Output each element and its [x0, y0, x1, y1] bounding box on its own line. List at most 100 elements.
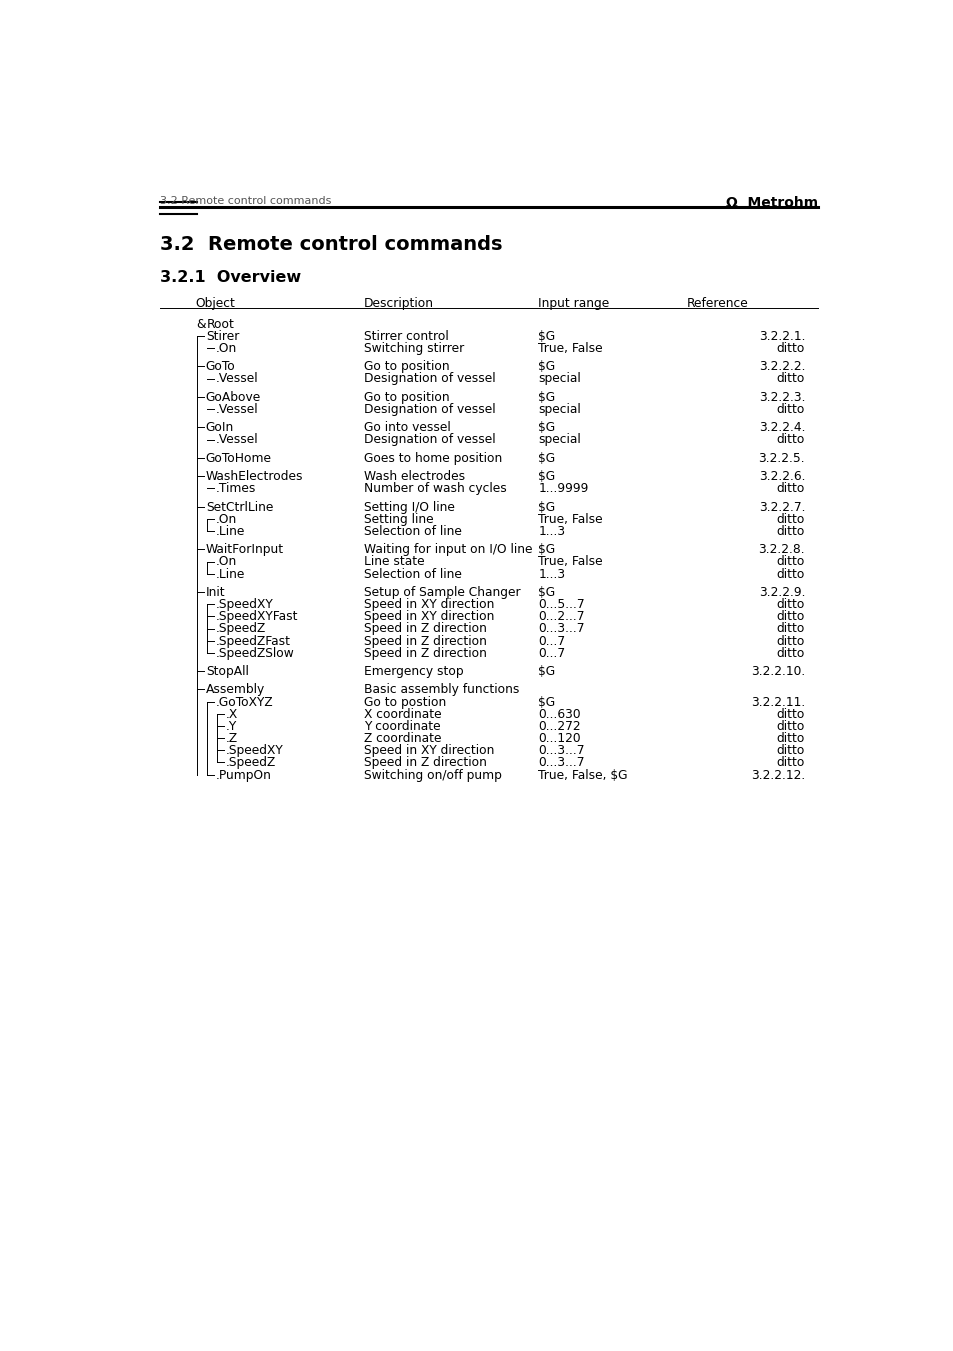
Text: Emergency stop: Emergency stop [363, 665, 463, 678]
Text: ditto: ditto [776, 567, 804, 581]
Text: ditto: ditto [776, 635, 804, 647]
Text: Speed in Z direction: Speed in Z direction [363, 647, 486, 659]
Text: $G: $G [537, 451, 555, 465]
Text: Speed in XY direction: Speed in XY direction [363, 611, 494, 623]
Text: GoAbove: GoAbove [206, 390, 261, 404]
Text: .SpeedZSlow: .SpeedZSlow [215, 647, 294, 659]
Text: Go to position: Go to position [363, 390, 449, 404]
Text: special: special [537, 403, 580, 416]
Text: ditto: ditto [776, 720, 804, 732]
Text: .SpeedXY: .SpeedXY [215, 598, 274, 611]
Text: .Y: .Y [226, 720, 237, 732]
Text: Selection of line: Selection of line [363, 526, 461, 538]
Text: 3.2.2.12.: 3.2.2.12. [750, 769, 804, 782]
Text: $G: $G [537, 470, 555, 484]
Text: Number of wash cycles: Number of wash cycles [363, 482, 506, 496]
Text: Waiting for input on I/O line: Waiting for input on I/O line [363, 543, 532, 557]
Text: Y coordinate: Y coordinate [363, 720, 440, 732]
Text: GoIn: GoIn [206, 422, 233, 434]
Text: True, False, $G: True, False, $G [537, 769, 627, 782]
Text: .SpeedZ: .SpeedZ [215, 623, 266, 635]
Text: 0...630: 0...630 [537, 708, 580, 720]
Text: Basic assembly functions: Basic assembly functions [363, 684, 518, 696]
Text: 0...3...7: 0...3...7 [537, 744, 584, 758]
Text: True, False: True, False [537, 555, 602, 569]
Text: Go to position: Go to position [363, 361, 449, 373]
Text: $G: $G [537, 501, 555, 513]
Text: ditto: ditto [776, 482, 804, 496]
Text: ditto: ditto [776, 732, 804, 744]
Text: .Vessel: .Vessel [215, 403, 258, 416]
Text: 1...9999: 1...9999 [537, 482, 588, 496]
Text: ditto: ditto [776, 611, 804, 623]
Text: Stirrer control: Stirrer control [363, 330, 448, 343]
Text: 0...3...7: 0...3...7 [537, 757, 584, 770]
Text: $G: $G [537, 543, 555, 557]
Text: WashElectrodes: WashElectrodes [206, 470, 303, 484]
Text: ditto: ditto [776, 647, 804, 659]
Text: ditto: ditto [776, 526, 804, 538]
Text: Assembly: Assembly [206, 684, 265, 696]
Text: $G: $G [537, 696, 555, 708]
Text: ditto: ditto [776, 342, 804, 355]
Text: ditto: ditto [776, 744, 804, 758]
Text: Setting I/O line: Setting I/O line [363, 501, 455, 513]
Text: $G: $G [537, 330, 555, 343]
Text: .On: .On [215, 513, 237, 526]
Text: 3.2.2.2.: 3.2.2.2. [758, 361, 804, 373]
Text: Description: Description [363, 297, 434, 309]
Text: ditto: ditto [776, 623, 804, 635]
Text: .SpeedXYFast: .SpeedXYFast [215, 611, 298, 623]
Text: .SpeedZFast: .SpeedZFast [215, 635, 291, 647]
Text: 0...2...7: 0...2...7 [537, 611, 584, 623]
Text: Wash electrodes: Wash electrodes [363, 470, 464, 484]
Text: 3.2.2.6.: 3.2.2.6. [758, 470, 804, 484]
Text: $G: $G [537, 390, 555, 404]
Text: ditto: ditto [776, 598, 804, 611]
Text: special: special [537, 434, 580, 446]
Text: Speed in Z direction: Speed in Z direction [363, 757, 486, 770]
Text: GoTo: GoTo [206, 361, 235, 373]
Text: Root: Root [207, 317, 234, 331]
Text: Goes to home position: Goes to home position [363, 451, 501, 465]
Text: Init: Init [206, 586, 225, 598]
Text: .Vessel: .Vessel [215, 373, 258, 385]
Text: ditto: ditto [776, 373, 804, 385]
Text: Input range: Input range [537, 297, 609, 309]
Text: Designation of vessel: Designation of vessel [363, 434, 495, 446]
Text: Setting line: Setting line [363, 513, 433, 526]
Text: Stirer: Stirer [206, 330, 239, 343]
Text: SetCtrlLine: SetCtrlLine [206, 501, 273, 513]
Text: ditto: ditto [776, 555, 804, 569]
Text: 3.2.1  Overview: 3.2.1 Overview [159, 270, 300, 285]
Text: 3.2.2.8.: 3.2.2.8. [758, 543, 804, 557]
Text: Speed in Z direction: Speed in Z direction [363, 623, 486, 635]
Text: Speed in XY direction: Speed in XY direction [363, 598, 494, 611]
Text: .PumpOn: .PumpOn [215, 769, 272, 782]
Text: 3.2.2.3.: 3.2.2.3. [758, 390, 804, 404]
Text: 0...7: 0...7 [537, 647, 565, 659]
Text: ditto: ditto [776, 403, 804, 416]
Text: ditto: ditto [776, 434, 804, 446]
Text: WaitForInput: WaitForInput [206, 543, 284, 557]
Text: 3.2.2.1.: 3.2.2.1. [758, 330, 804, 343]
Text: 3.2.2.10.: 3.2.2.10. [750, 665, 804, 678]
Text: GoToHome: GoToHome [206, 451, 272, 465]
Text: ditto: ditto [776, 513, 804, 526]
Text: Selection of line: Selection of line [363, 567, 461, 581]
Text: Designation of vessel: Designation of vessel [363, 403, 495, 416]
Text: Speed in Z direction: Speed in Z direction [363, 635, 486, 647]
Text: Speed in XY direction: Speed in XY direction [363, 744, 494, 758]
Text: .SpeedZ: .SpeedZ [226, 757, 276, 770]
Text: 3.2.2.11.: 3.2.2.11. [750, 696, 804, 708]
Text: .On: .On [215, 555, 237, 569]
Text: Switching on/off pump: Switching on/off pump [363, 769, 501, 782]
Text: 3.2.2.9.: 3.2.2.9. [758, 586, 804, 598]
Text: .On: .On [215, 342, 237, 355]
Text: 1...3: 1...3 [537, 567, 565, 581]
Text: $G: $G [537, 586, 555, 598]
Text: $G: $G [537, 422, 555, 434]
Text: $G: $G [537, 665, 555, 678]
Text: Z coordinate: Z coordinate [363, 732, 441, 744]
Text: ditto: ditto [776, 708, 804, 720]
